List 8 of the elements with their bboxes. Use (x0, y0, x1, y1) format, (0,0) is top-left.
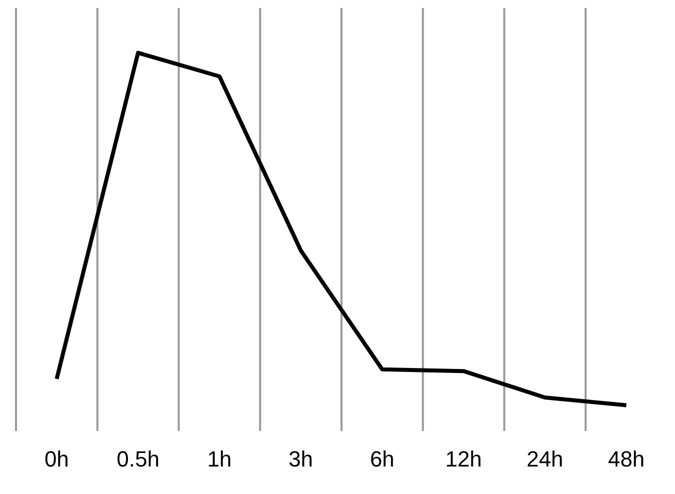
x-tick-label: 0.5h (116, 446, 160, 472)
x-tick-label: 24h (526, 446, 564, 472)
x-tick-label: 12h (445, 446, 482, 472)
x-tick-label: 0h (44, 446, 69, 472)
x-tick-label: 3h (288, 446, 314, 472)
x-tick-label: 6h (370, 446, 394, 472)
x-tick-label: 48h (608, 446, 645, 472)
x-tick-label: 1h (207, 446, 232, 472)
